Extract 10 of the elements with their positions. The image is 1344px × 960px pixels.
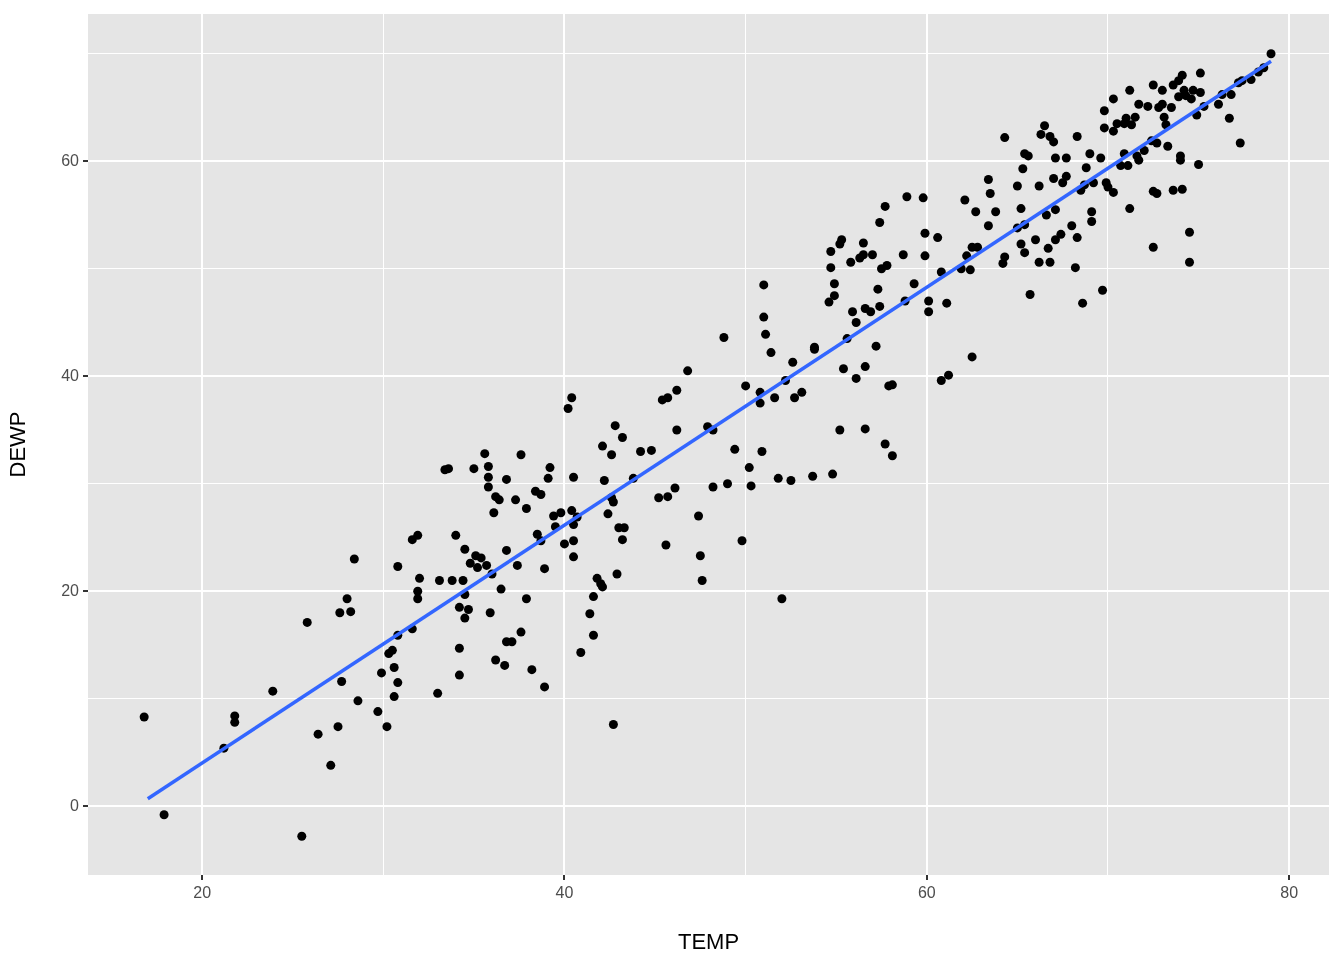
x-tick-label: 60 [917, 884, 936, 902]
y-tick-label: 20 [61, 581, 80, 599]
y-axis-title: DEWP [5, 411, 31, 478]
x-tick-label: 80 [1280, 884, 1299, 902]
x-tick-label: 40 [555, 884, 574, 902]
y-tick-label: 60 [61, 151, 80, 169]
x-tick-label: 20 [193, 884, 212, 902]
y-tick-label: 40 [61, 366, 80, 384]
x-axis-title: TEMP [677, 928, 740, 954]
y-tick-label: 0 [70, 796, 80, 814]
